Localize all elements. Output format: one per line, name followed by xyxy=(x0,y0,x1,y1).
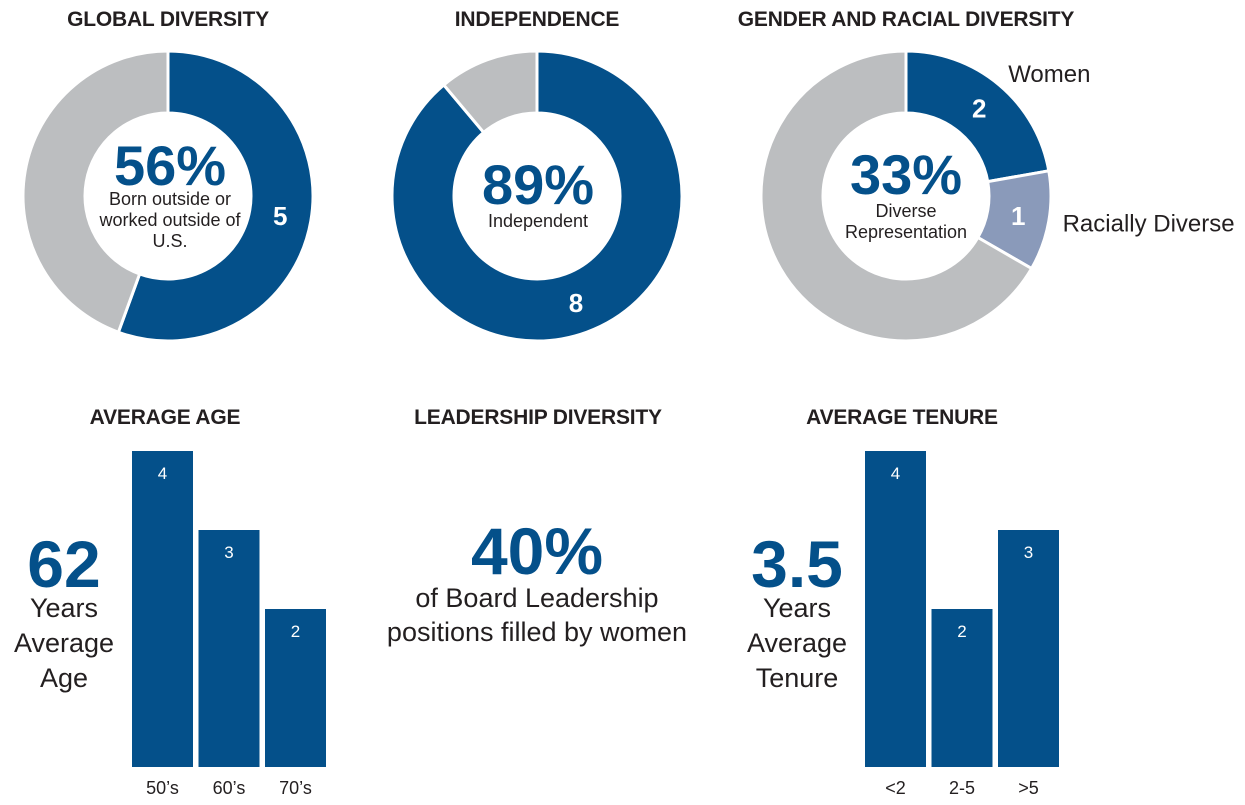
gender_racial-slice-label-women: 2 xyxy=(972,94,986,124)
independence-slice-other xyxy=(441,49,539,135)
tenure-bar-value-2: 3 xyxy=(1024,543,1033,562)
global-diversity-caption: Born outside or worked outside of U.S. xyxy=(99,189,241,252)
leadership-diversity-caption: of Board Leadership positions filled by … xyxy=(386,583,688,647)
average-age-caption: Years Average Age xyxy=(13,593,115,693)
tenure-bar-value-0: 4 xyxy=(891,464,900,483)
age-tick-label-2: 70’s xyxy=(279,778,312,798)
global-diversity-percent: 56% xyxy=(113,134,227,197)
global-slice-other xyxy=(21,49,170,335)
average-tenure-value: 3.5 xyxy=(751,527,843,601)
independence-slice-independent xyxy=(390,49,684,343)
independence-slice-label-independent: 8 xyxy=(569,288,583,318)
gender-racial-caption: Diverse Representation xyxy=(844,201,968,243)
gender-racial-percent: 33% xyxy=(849,143,963,206)
age-tick-label-0: 50’s xyxy=(146,778,179,798)
gender_racial-legend-women: Women xyxy=(1008,61,1090,88)
gender_racial-slice-women xyxy=(904,49,1051,184)
gender_racial-slice-other xyxy=(759,49,1034,343)
tenure-bar-1 xyxy=(931,609,993,767)
independence-caption: Independent xyxy=(487,211,589,231)
age-bar-1 xyxy=(198,530,260,767)
tenure-tick-label-2: >5 xyxy=(1018,778,1039,798)
age-tick-label-1: 60’s xyxy=(213,778,246,798)
tenure-tick-label-0: <2 xyxy=(885,778,906,798)
gender_racial-legend-racially-diverse: Racially Diverse xyxy=(1063,211,1235,238)
average-age-title: AVERAGE AGE xyxy=(89,406,241,429)
tenure-tick-label-1: 2-5 xyxy=(949,778,975,798)
age-bar-value-0: 4 xyxy=(158,464,167,483)
tenure-bar-0 xyxy=(865,451,926,767)
leadership-diversity-title: LEADERSHIP DIVERSITY xyxy=(414,406,662,429)
average-age-value: 62 xyxy=(27,527,101,601)
gender_racial-slice-label-racially-diverse: 1 xyxy=(1011,201,1025,231)
global-diversity-title: GLOBAL DIVERSITY xyxy=(67,8,269,31)
tenure-bar-2 xyxy=(998,530,1059,767)
gender-racial-title: GENDER AND RACIAL DIVERSITY xyxy=(737,8,1075,31)
average-tenure-caption: Years Average Tenure xyxy=(746,593,848,693)
global-slice-label-born-outside-or-worked-outside-of-u-s: 5 xyxy=(273,201,287,231)
independence-percent: 89% xyxy=(481,153,595,216)
average-tenure-title: AVERAGE TENURE xyxy=(806,406,998,429)
leadership-diversity-percent: 40% xyxy=(470,514,604,588)
global-slice-born-outside-or-worked-outside-of-u-s xyxy=(116,49,315,343)
age-bar-value-2: 2 xyxy=(291,622,300,641)
age-bar-value-1: 3 xyxy=(224,543,233,562)
independence-title: INDEPENDENCE xyxy=(454,8,620,31)
tenure-bar-value-1: 2 xyxy=(957,622,966,641)
age-bar-2 xyxy=(265,609,326,767)
age-bar-0 xyxy=(132,451,193,767)
